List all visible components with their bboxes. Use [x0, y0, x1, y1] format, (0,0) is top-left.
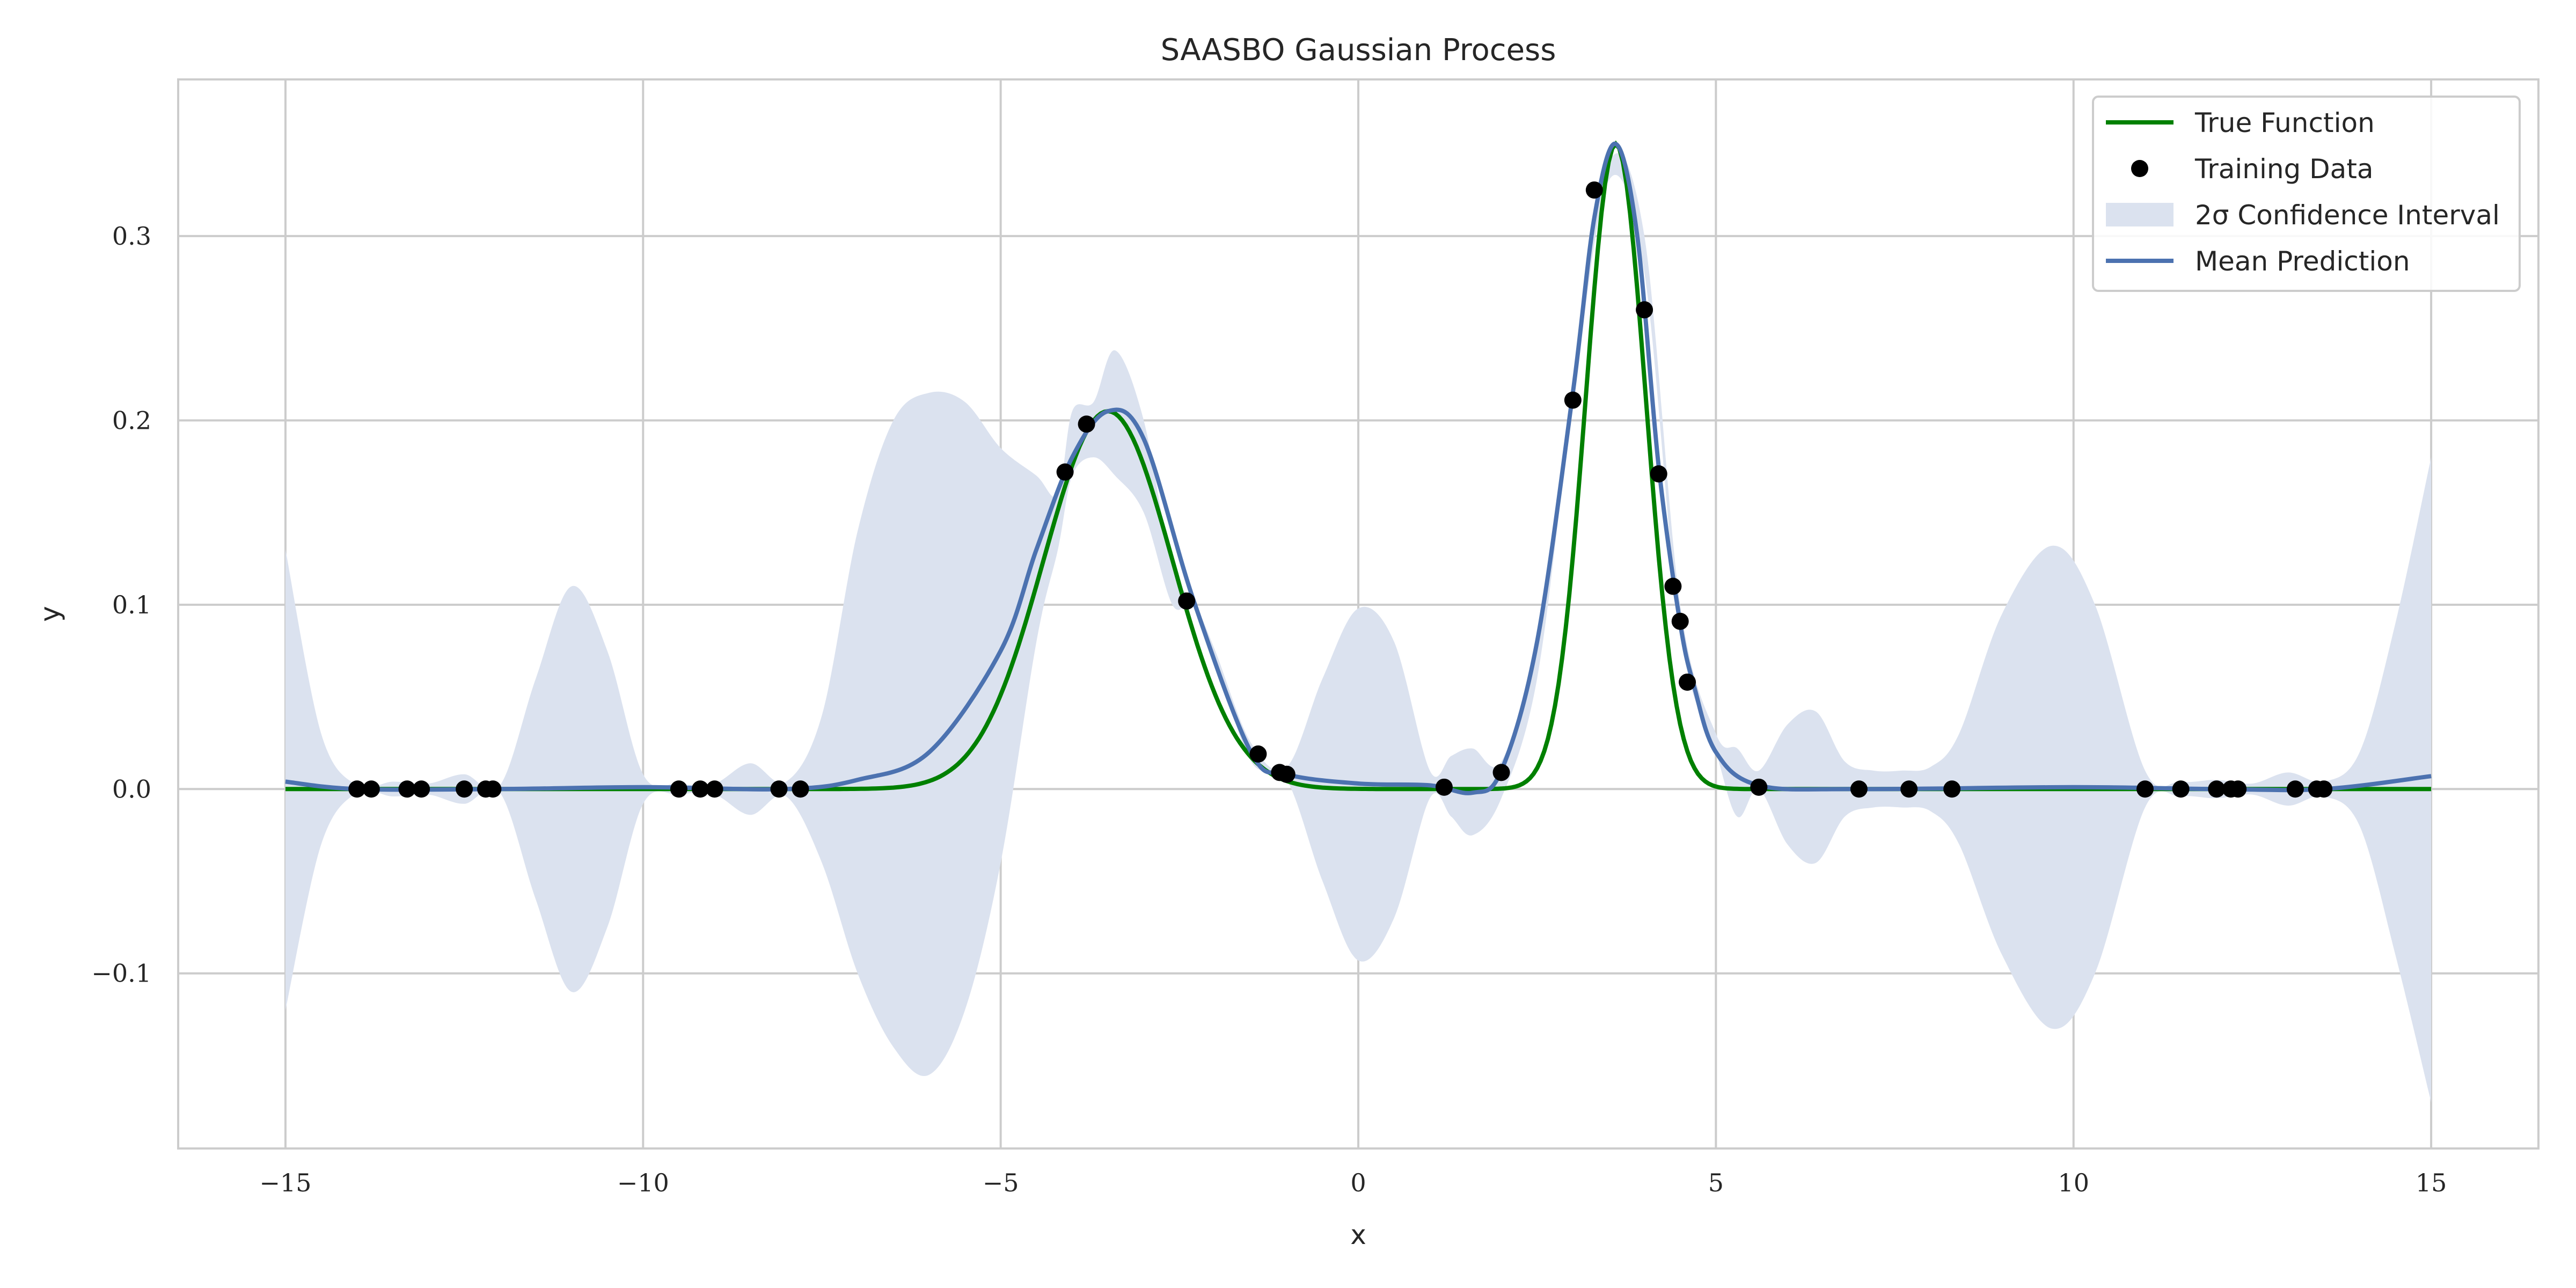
y-tick-label: 0.2: [112, 406, 151, 435]
legend-box: [2092, 96, 2521, 292]
confidence-band-layer: [285, 153, 2432, 1103]
x-tick-label: 10: [2058, 1168, 2089, 1197]
legend-swatch-patch: [2106, 203, 2174, 226]
training-point: [1249, 745, 1267, 763]
training-point: [670, 780, 687, 798]
training-point: [1664, 577, 1682, 595]
x-tick-label: −10: [617, 1168, 669, 1197]
training-point: [691, 780, 709, 798]
training-point: [2208, 780, 2226, 798]
training-point: [484, 780, 502, 798]
x-tick-labels: −15 −10 −5 0 5 10 15: [259, 1168, 2447, 1197]
training-point: [1679, 674, 1696, 691]
training-point: [1585, 181, 1603, 199]
training-point: [413, 780, 430, 798]
y-tick-label: 0.1: [112, 590, 151, 619]
y-tick-label: −0.1: [91, 959, 151, 988]
training-point: [1564, 391, 1582, 409]
training-point: [398, 780, 416, 798]
training-point: [706, 780, 723, 798]
training-point: [1636, 301, 1653, 319]
training-point: [770, 780, 788, 798]
training-point: [1671, 612, 1689, 630]
x-tick-label: 0: [1350, 1168, 1366, 1197]
confidence-band: [285, 153, 2432, 1103]
training-point: [1278, 765, 1296, 783]
y-axis-label: y: [34, 606, 65, 622]
y-tick-labels: −0.1 0.0 0.1 0.2 0.3: [91, 222, 151, 988]
training-point: [456, 780, 473, 798]
training-point: [2172, 780, 2190, 798]
training-point: [1435, 778, 1453, 796]
legend-label: Training Data: [2194, 153, 2374, 185]
legend: True Function Training Data 2σ Confidence …: [2092, 96, 2521, 292]
training-points-layer: [348, 181, 2333, 798]
training-point: [362, 780, 380, 798]
training-point: [2136, 780, 2154, 798]
training-point: [2286, 780, 2304, 798]
training-point: [1178, 592, 1196, 610]
training-point: [1850, 780, 1868, 798]
training-point: [1056, 463, 1074, 481]
x-tick-label: 15: [2416, 1168, 2447, 1197]
training-point: [2315, 780, 2333, 798]
x-tick-label: −15: [259, 1168, 311, 1197]
chart-title: SAASBO Gaussian Process: [1161, 33, 1556, 68]
legend-label: True Function: [2194, 107, 2375, 138]
y-tick-label: 0.3: [112, 222, 151, 251]
training-point: [1492, 764, 1510, 781]
training-point: [1943, 780, 1961, 798]
legend-label: 2σ Confidence Interval: [2195, 200, 2500, 231]
x-tick-label: 5: [1708, 1168, 1724, 1197]
training-point: [348, 780, 366, 798]
x-axis-label: x: [1350, 1219, 1366, 1250]
legend-swatch-marker: [2131, 160, 2148, 177]
training-point: [792, 780, 809, 798]
training-point: [1900, 780, 1918, 798]
legend-label: Mean Prediction: [2195, 246, 2410, 277]
training-point: [1650, 465, 1667, 482]
training-point: [1078, 415, 1095, 433]
training-point: [1750, 778, 1768, 796]
plot-frame: [177, 78, 2540, 1150]
x-tick-label: −5: [983, 1168, 1019, 1197]
y-tick-label: 0.0: [112, 774, 151, 803]
training-point: [2229, 780, 2247, 798]
